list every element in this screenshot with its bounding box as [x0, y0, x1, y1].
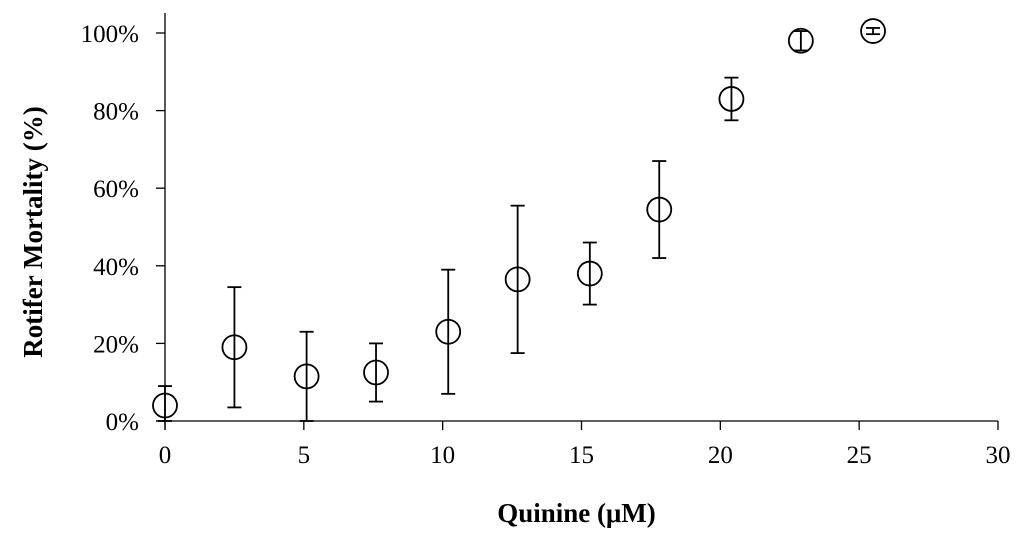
data-point — [646, 160, 673, 259]
data-point — [787, 27, 814, 54]
y-tick-label: 100% — [81, 21, 139, 48]
x-ticks: 0 5 10 15 20 25 30 — [159, 421, 1011, 469]
y-tick-label: 20% — [93, 331, 139, 358]
point-marker — [221, 334, 248, 361]
data-point — [504, 204, 531, 355]
x-tick-label: 5 — [298, 442, 311, 469]
y-tick-label: 40% — [93, 254, 139, 281]
data-point — [293, 330, 320, 422]
x-tick-label: 15 — [569, 442, 594, 469]
y-axis-title: Rotifer Mortality (%) — [18, 106, 48, 357]
point-marker — [787, 27, 814, 54]
point-marker — [363, 359, 389, 386]
point-marker — [646, 196, 673, 223]
x-tick-label: 30 — [986, 442, 1011, 469]
data-point — [221, 286, 248, 409]
axes — [156, 13, 998, 430]
y-tick-label: 0% — [106, 409, 139, 436]
data-point — [718, 76, 745, 122]
data-point — [860, 18, 886, 44]
point-marker — [718, 86, 745, 112]
x-tick-label: 25 — [847, 442, 872, 469]
x-tick-label: 10 — [430, 442, 455, 469]
y-tick-label: 60% — [93, 176, 139, 203]
data-points — [152, 18, 886, 422]
x-axis-title: Quinine (μM) — [497, 498, 656, 528]
point-marker — [576, 260, 603, 287]
data-point — [435, 268, 462, 395]
x-tick-label: 20 — [708, 442, 733, 469]
x-tick-label: 0 — [159, 442, 172, 469]
point-marker — [504, 266, 531, 293]
data-point — [152, 385, 178, 422]
point-marker — [293, 363, 320, 390]
point-marker — [860, 18, 886, 44]
data-point — [576, 241, 603, 306]
y-tick-label: 80% — [93, 99, 139, 126]
data-point — [363, 342, 389, 403]
point-marker — [152, 392, 178, 419]
point-marker — [435, 318, 462, 345]
y-ticks: 0% 20% 40% 60% 80% 100% — [81, 21, 165, 436]
